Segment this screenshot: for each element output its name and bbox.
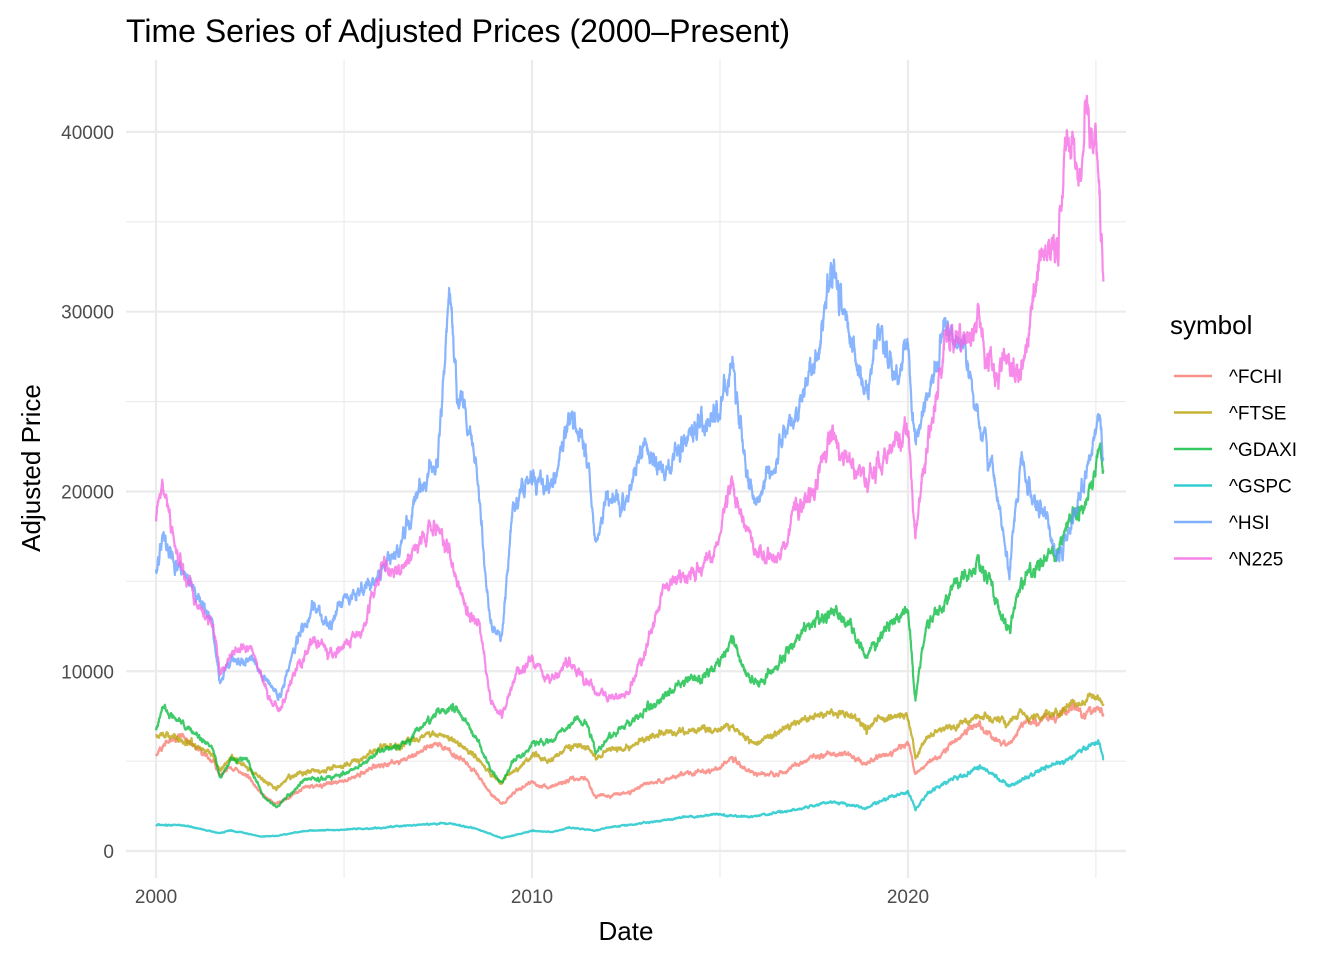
legend-title: symbol: [1170, 310, 1252, 340]
y-tick-label-3: 30000: [61, 303, 114, 324]
y-tick-label-0: 0: [103, 842, 114, 863]
series-line-5: [155, 94, 1105, 719]
legend-label-1: ^FTSE: [1229, 404, 1286, 425]
legend: symbol ^FCHI ^FTSE ^GDAXI ^GSPC ^HSI ^N225: [1170, 310, 1297, 571]
y-axis-title: Adjusted Price: [16, 384, 46, 552]
legend-label-2: ^GDAXI: [1229, 440, 1297, 461]
y-tick-label-2: 20000: [61, 482, 114, 503]
legend-label-3: ^GSPC: [1229, 477, 1292, 498]
x-tick-label-0: 2000: [135, 887, 177, 908]
series-line-3: [155, 739, 1105, 840]
chart-title: Time Series of Adjusted Prices (2000–Pre…: [126, 13, 790, 49]
series-line-4: [155, 258, 1105, 702]
series-line-1: [155, 692, 1105, 792]
legend-label-5: ^N225: [1229, 550, 1283, 571]
legend-label-0: ^FCHI: [1229, 367, 1282, 388]
x-tick-label-2: 2020: [887, 887, 929, 908]
x-axis-ticks: 2000 2010 2020: [135, 887, 929, 908]
x-axis-title: Date: [599, 916, 654, 946]
y-tick-label-1: 10000: [61, 662, 114, 683]
legend-label-4: ^HSI: [1229, 513, 1270, 534]
x-tick-label-1: 2010: [511, 887, 553, 908]
y-tick-label-4: 40000: [61, 123, 114, 144]
grid: [126, 60, 1126, 878]
series-lines: [155, 94, 1105, 840]
series-line-0: [155, 702, 1105, 806]
y-axis-ticks: 0 10000 20000 30000 40000: [61, 123, 114, 863]
series-line-2: [155, 442, 1105, 809]
